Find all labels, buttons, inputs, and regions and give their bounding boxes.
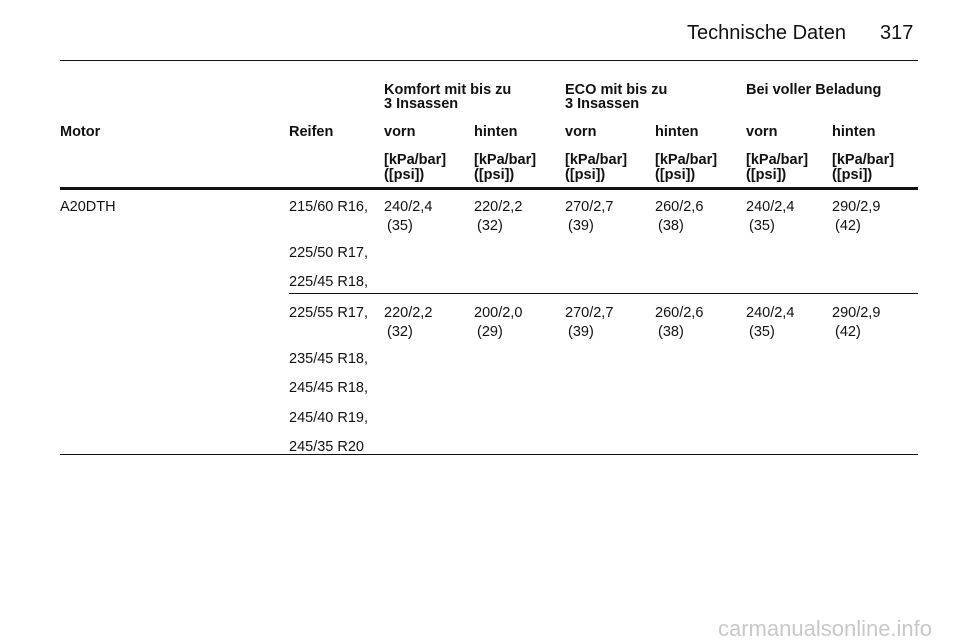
watermark: carmanualsonline.info (718, 616, 933, 641)
pressure: (39) (568, 324, 594, 340)
unit: ([psi]) (832, 167, 873, 183)
pressure: (29) (477, 324, 503, 340)
pressure: 290/2,9 (832, 199, 881, 215)
column-header: vorn (746, 124, 778, 140)
group-header: 3 Insassen (565, 96, 640, 112)
pressure: (42) (835, 324, 861, 340)
pressure: 240/2,4 (746, 199, 795, 215)
pressure: 240/2,4 (746, 305, 795, 321)
pressure: (32) (387, 324, 413, 340)
unit: [kPa/bar] (832, 152, 895, 168)
column-header: Reifen (289, 124, 334, 140)
unit: ([psi]) (746, 167, 787, 183)
motor: A20DTH (60, 199, 116, 215)
pressure: 200/2,0 (474, 305, 523, 321)
pressure: (32) (477, 218, 503, 234)
group-header: Komfort mit bis zu (384, 82, 512, 98)
pressure: 260/2,6 (655, 199, 704, 215)
column-header: vorn (565, 124, 597, 140)
pressure: 240/2,4 (384, 199, 433, 215)
tyre-size: 225/55 R17, (289, 305, 369, 321)
group-header: 3 Insassen (384, 96, 459, 112)
column-header: Motor (60, 124, 101, 140)
group-header: Bei voller Beladung (746, 82, 882, 98)
pressure: 270/2,7 (565, 305, 614, 321)
unit: [kPa/bar] (384, 152, 447, 168)
tyre-size: 225/50 R17, (289, 244, 369, 261)
pressure: (35) (749, 324, 775, 340)
page-title: Technische Daten (687, 22, 846, 44)
tyre-size: 215/60 R16, (289, 199, 369, 215)
unit: [kPa/bar] (746, 152, 809, 168)
pressure: (42) (835, 218, 861, 234)
unit: ([psi]) (474, 167, 515, 183)
unit: ([psi]) (565, 167, 606, 183)
pressure: (35) (387, 218, 413, 234)
rule-thick (60, 187, 918, 190)
pressure: 220/2,2 (474, 199, 523, 215)
tyre-size: 235/45 R18, (289, 350, 369, 367)
rule (60, 454, 918, 455)
unit: [kPa/bar] (565, 152, 628, 168)
tyre-size: 245/35 R20 (289, 439, 364, 455)
pressure: (35) (749, 218, 775, 234)
unit: ([psi]) (655, 167, 696, 183)
rule (60, 60, 918, 61)
pressure: 290/2,9 (832, 305, 881, 321)
page-number: 317 (880, 22, 914, 44)
column-header: hinten (655, 124, 699, 140)
pressure: (38) (658, 324, 684, 340)
pressure: (39) (568, 218, 594, 234)
rule (289, 293, 918, 294)
column-header: hinten (832, 124, 876, 140)
pressure: 220/2,2 (384, 305, 433, 321)
tyre-size: 225/45 R18, (289, 274, 369, 290)
pressure: 260/2,6 (655, 305, 704, 321)
column-header: hinten (474, 124, 518, 140)
unit: [kPa/bar] (474, 152, 537, 168)
unit: [kPa/bar] (655, 152, 718, 168)
tyre-size: 245/40 R19, (289, 409, 369, 426)
pressure: 270/2,7 (565, 199, 614, 215)
group-header: ECO mit bis zu (565, 82, 668, 98)
column-header: vorn (384, 124, 416, 140)
tyre-size: 245/45 R18, (289, 380, 369, 396)
pressure: (38) (658, 218, 684, 234)
unit: ([psi]) (384, 167, 425, 183)
